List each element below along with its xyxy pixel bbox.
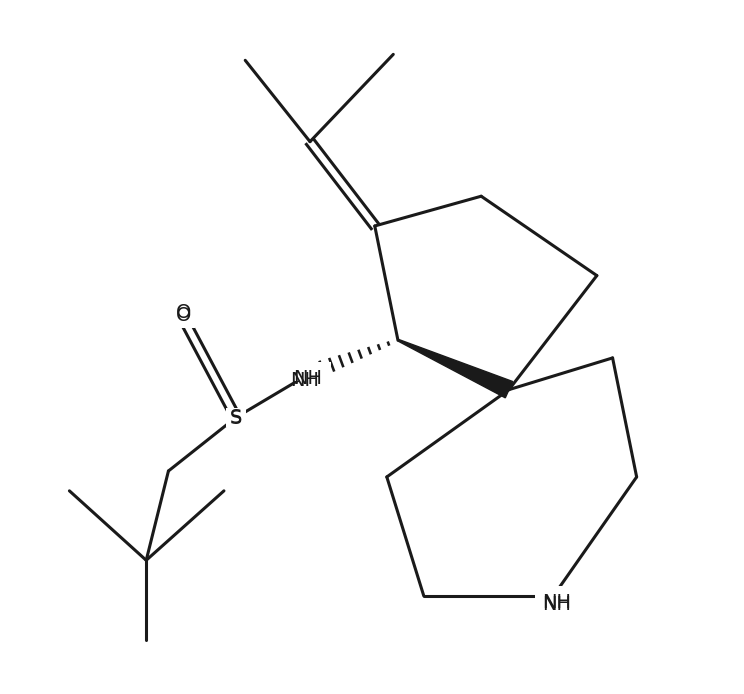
Bar [171, 309, 195, 328]
Text: S: S [230, 408, 242, 427]
Text: O: O [176, 303, 191, 322]
Text: NH: NH [542, 595, 571, 613]
Bar [226, 408, 246, 427]
Bar [295, 362, 330, 382]
Text: NH: NH [293, 369, 321, 388]
Text: S: S [230, 409, 242, 428]
Text: NH: NH [290, 371, 319, 389]
Polygon shape [397, 339, 513, 398]
Text: NH: NH [542, 593, 571, 612]
Text: O: O [176, 306, 191, 325]
Bar [536, 586, 571, 606]
